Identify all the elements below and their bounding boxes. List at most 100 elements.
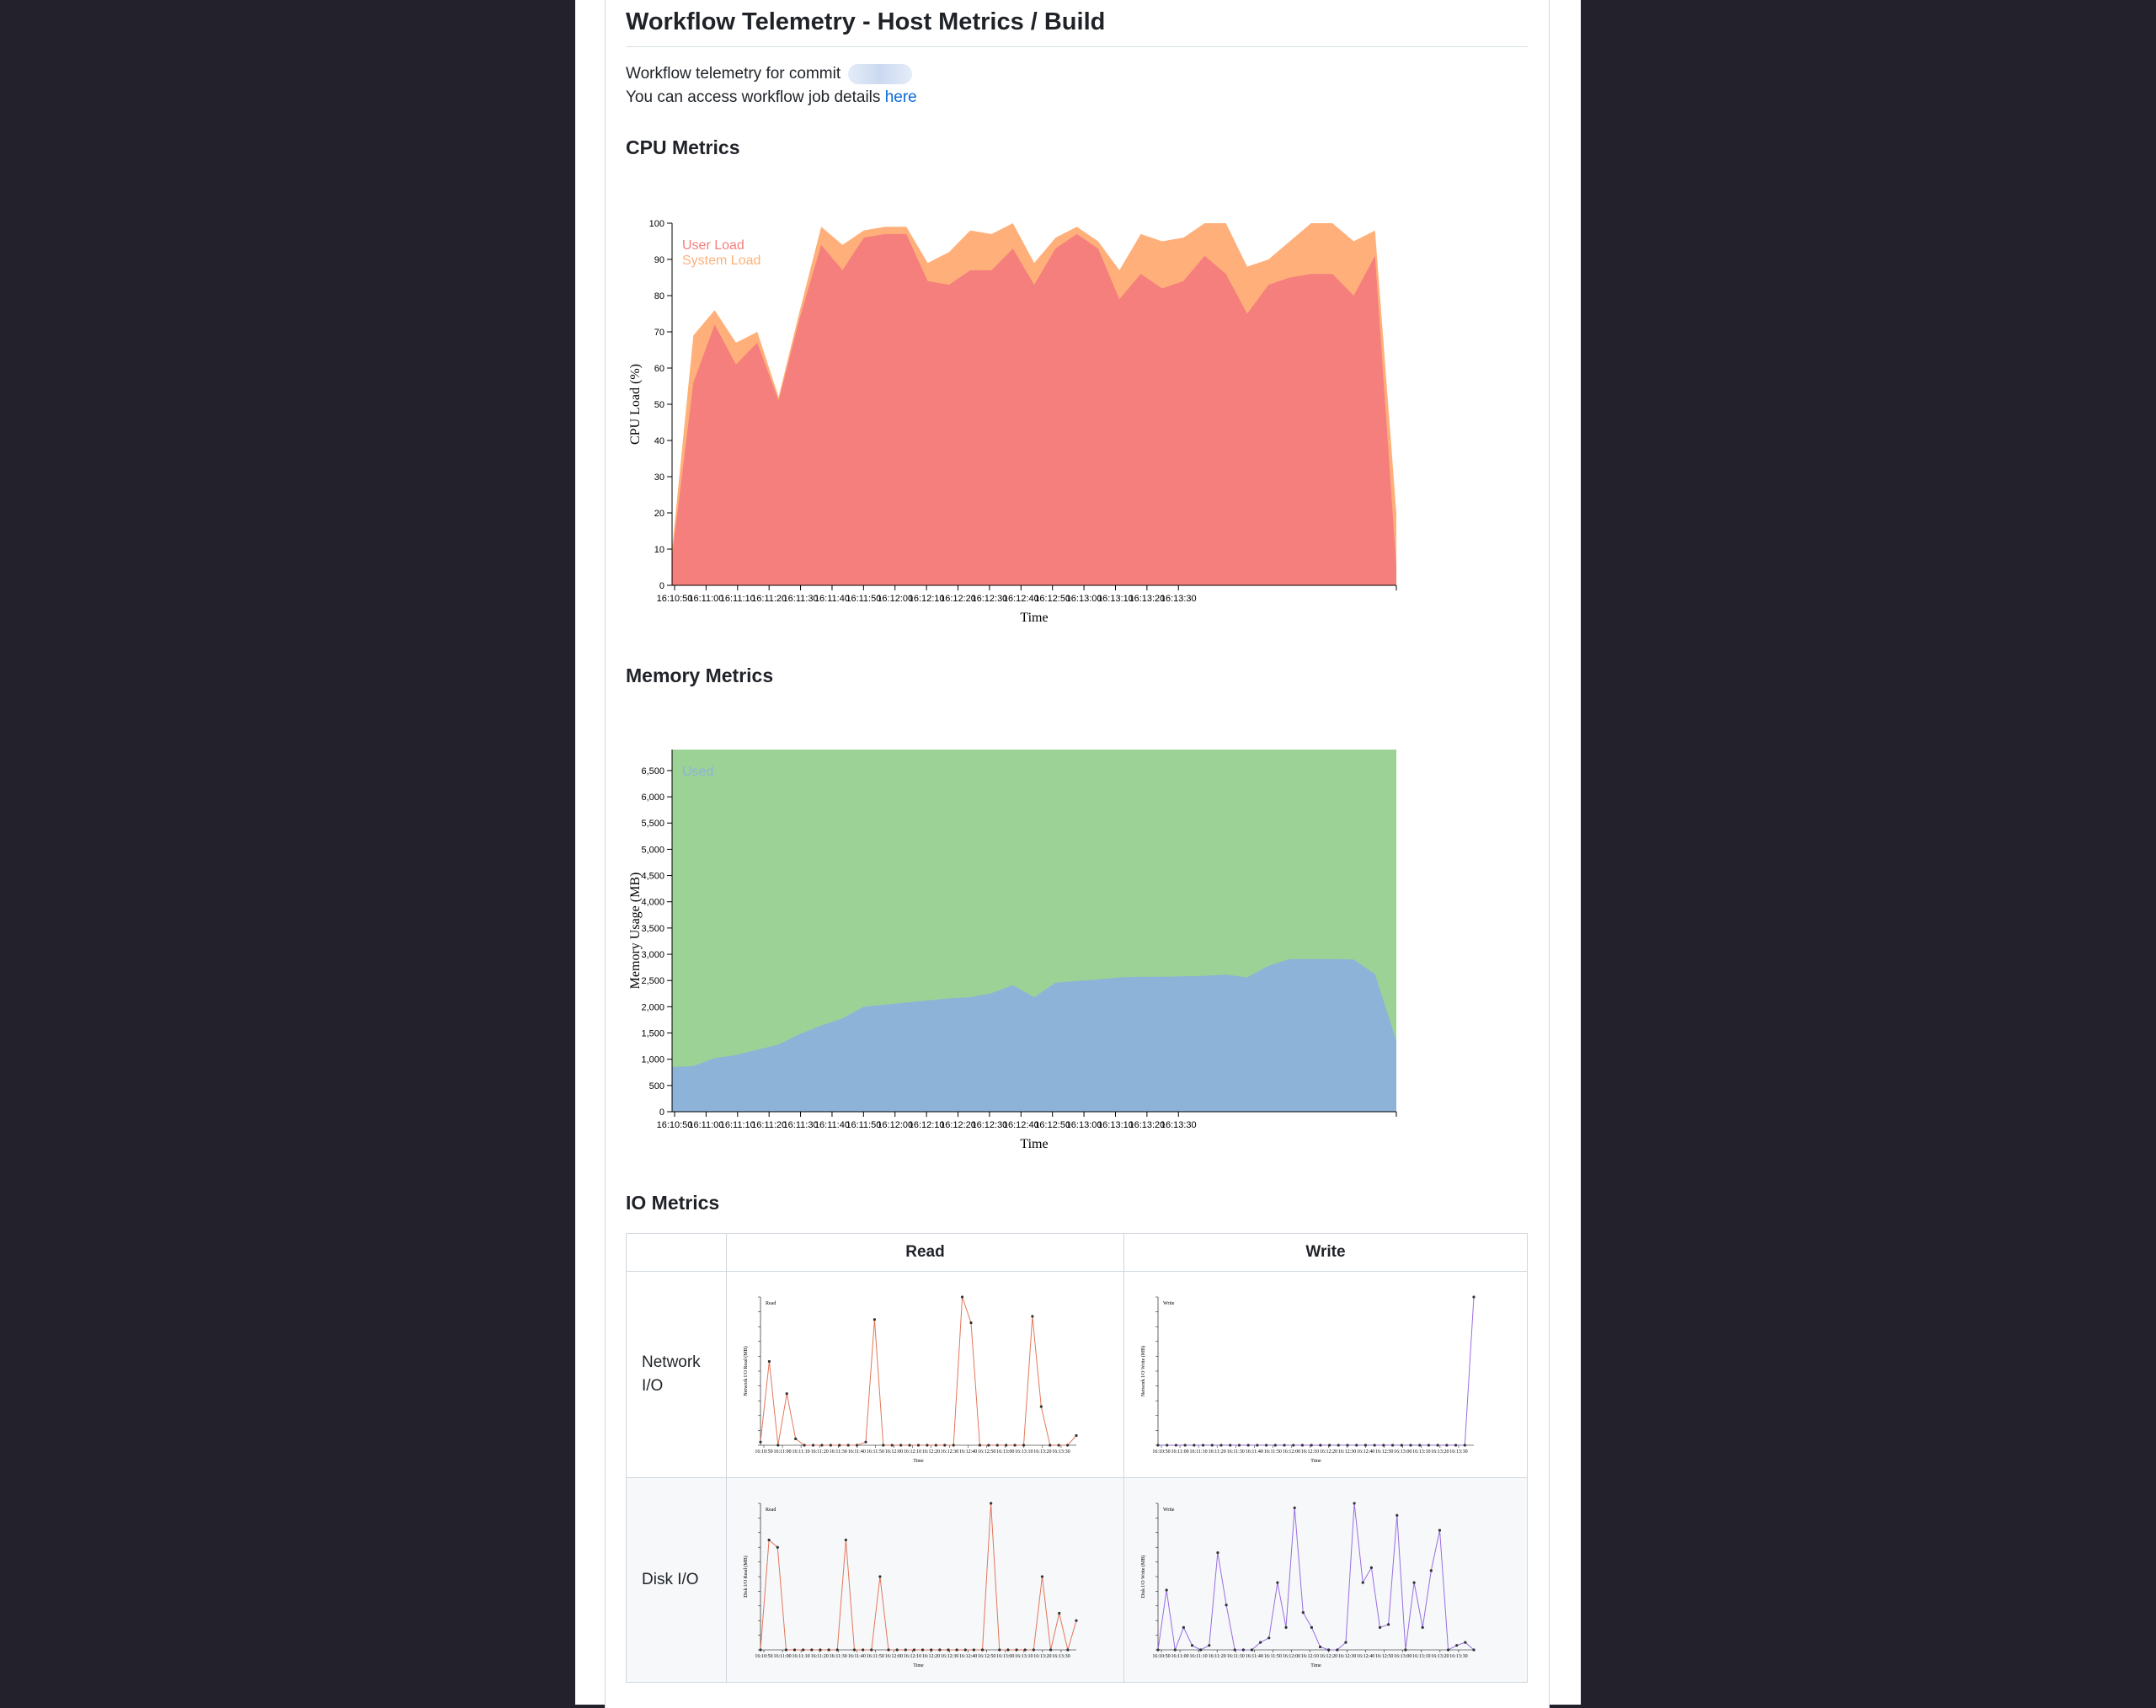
mini-data-point bbox=[1166, 1444, 1169, 1447]
mini-data-point bbox=[1293, 1506, 1296, 1509]
mini-data-point bbox=[1273, 1444, 1277, 1447]
mini-data-point bbox=[934, 1444, 937, 1447]
mini-data-point bbox=[1412, 1581, 1416, 1584]
mini-data-point bbox=[1208, 1644, 1211, 1647]
legend-system-load: System Load bbox=[682, 254, 760, 268]
mini-data-point bbox=[904, 1648, 907, 1652]
mini-data-point bbox=[873, 1318, 877, 1321]
cpu-section-title: CPU Metrics bbox=[626, 136, 740, 158]
x-tick-label: 16:10:50 bbox=[657, 1120, 693, 1130]
mini-data-point bbox=[835, 1648, 839, 1652]
mini-data-point bbox=[1267, 1636, 1271, 1640]
io-row-disk: Disk I/O 16:10:50 16:11:00 16:11:10 16:11:2… bbox=[626, 1477, 1528, 1683]
y-axis-title: CPU Load (%) bbox=[628, 364, 643, 445]
mini-data-point bbox=[1156, 1648, 1160, 1652]
mini-x-tick-label: 16:12:10 bbox=[1301, 1449, 1319, 1454]
x-tick-label: 16:13:30 bbox=[1161, 1120, 1197, 1130]
mini-data-point bbox=[1327, 1648, 1331, 1652]
mini-data-point bbox=[1396, 1513, 1399, 1517]
mini-data-point bbox=[1165, 1588, 1168, 1592]
network-read-cell: 16:10:50 16:11:00 16:11:10 16:11:20 16:11:30… bbox=[726, 1271, 1124, 1478]
mini-x-tick-label: 16:12:50 bbox=[1375, 1449, 1393, 1454]
x-tick-label: 16:13:30 bbox=[1161, 594, 1197, 604]
mini-data-point bbox=[1446, 1648, 1450, 1652]
mini-data-point bbox=[776, 1545, 779, 1549]
x-tick-label: 16:13:20 bbox=[1129, 594, 1165, 604]
memory-section-title: Memory Metrics bbox=[626, 665, 774, 686]
mini-x-tick-label: 16:11:00 bbox=[1171, 1449, 1188, 1454]
mini-x-tick-label: 16:12:50 bbox=[978, 1449, 995, 1454]
mini-x-tick-label: 16:12:30 bbox=[1338, 1654, 1356, 1659]
mini-data-point bbox=[1216, 1551, 1219, 1555]
io-header-write: Write bbox=[1123, 1233, 1528, 1272]
mini-data-point bbox=[784, 1648, 788, 1652]
intro-line-commit: Workflow telemetry for commit bbox=[626, 62, 917, 86]
mini-data-point bbox=[846, 1444, 850, 1447]
mini-data-point bbox=[963, 1648, 967, 1652]
mini-data-point bbox=[987, 1444, 990, 1447]
x-tick-label: 16:12:40 bbox=[1003, 1120, 1039, 1130]
mini-data-point bbox=[1049, 1444, 1052, 1447]
x-tick-label: 16:11:00 bbox=[688, 594, 723, 604]
network-io-label: Network I/O bbox=[626, 1271, 727, 1478]
commit-sha-redacted[interactable] bbox=[848, 63, 913, 84]
mini-x-tick-label: 16:11:20 bbox=[1209, 1449, 1226, 1454]
mini-data-point bbox=[1219, 1444, 1223, 1447]
mini-legend: Read bbox=[766, 1508, 776, 1513]
y-tick-label: 5,500 bbox=[641, 819, 664, 829]
mini-data-point bbox=[1246, 1444, 1250, 1447]
x-tick-label: 16:11:50 bbox=[846, 594, 881, 604]
x-tick-label: 16:13:10 bbox=[1097, 594, 1134, 604]
mini-data-point bbox=[1369, 1566, 1373, 1569]
mini-x-tick-label: 16:12:40 bbox=[1357, 1654, 1374, 1659]
mini-y-axis-title: Disk I/O Write (MB) bbox=[1140, 1556, 1146, 1598]
mini-data-point bbox=[855, 1444, 859, 1447]
x-tick-label: 16:12:30 bbox=[971, 594, 1007, 604]
mini-data-point bbox=[1463, 1444, 1466, 1447]
mini-series-line bbox=[1157, 1503, 1475, 1652]
mini-data-point bbox=[794, 1437, 798, 1440]
mini-data-point bbox=[870, 1648, 873, 1652]
mini-data-point bbox=[1013, 1444, 1017, 1447]
mini-data-point bbox=[1472, 1295, 1476, 1299]
mini-x-tick-label: 16:12:40 bbox=[1357, 1449, 1374, 1454]
x-tick-label: 16:13:20 bbox=[1129, 1120, 1165, 1130]
mini-x-tick-label: 16:12:20 bbox=[922, 1449, 940, 1454]
mini-data-point bbox=[1455, 1644, 1459, 1647]
mini-x-tick-label: 16:12:00 bbox=[885, 1654, 903, 1659]
mini-x-tick-label: 16:12:20 bbox=[1320, 1449, 1337, 1454]
job-details-link[interactable]: here bbox=[884, 88, 917, 106]
mini-data-point bbox=[1327, 1444, 1331, 1447]
mini-data-point bbox=[862, 1648, 865, 1652]
intro-line-details: You can access workflow job details here bbox=[626, 86, 917, 109]
x-tick-label: 16:11:10 bbox=[720, 594, 755, 604]
mini-data-point bbox=[767, 1359, 771, 1364]
x-tick-label: 16:12:50 bbox=[1034, 594, 1070, 604]
mini-x-tick-label: 16:12:10 bbox=[904, 1654, 921, 1659]
mini-data-point bbox=[1361, 1581, 1364, 1584]
mini-data-point bbox=[1075, 1619, 1078, 1622]
x-tick-label: 16:12:50 bbox=[1034, 1120, 1070, 1130]
mini-x-tick-label: 16:13:00 bbox=[996, 1654, 1014, 1659]
mini-x-axis-title: Time bbox=[913, 1459, 924, 1464]
mini-x-tick-label: 16:13:20 bbox=[1033, 1654, 1051, 1659]
mini-data-point bbox=[1201, 1444, 1205, 1447]
mini-data-point bbox=[912, 1648, 916, 1652]
mini-data-point bbox=[803, 1444, 806, 1447]
x-tick-label: 16:11:40 bbox=[814, 1120, 850, 1130]
mini-x-tick-label: 16:12:40 bbox=[959, 1449, 977, 1454]
mini-x-tick-label: 16:10:50 bbox=[755, 1654, 772, 1659]
mini-data-point bbox=[943, 1444, 947, 1447]
mini-data-point bbox=[890, 1444, 894, 1447]
y-tick-label: 6,000 bbox=[641, 793, 664, 803]
mini-x-tick-label: 16:11:30 bbox=[1227, 1449, 1245, 1454]
mini-y-axis-title: Disk I/O Read (MB) bbox=[743, 1556, 749, 1598]
mini-data-point bbox=[972, 1648, 975, 1652]
mini-data-point bbox=[1310, 1444, 1313, 1447]
io-header-empty bbox=[626, 1233, 727, 1272]
mini-x-tick-label: 16:10:50 bbox=[1152, 1654, 1170, 1659]
y-axis: 0 500 1,000 1,500 2,000 2,500 3,000 3,500 4,000 4… bbox=[641, 750, 673, 1118]
mini-data-point bbox=[995, 1444, 999, 1447]
mini-data-point bbox=[1015, 1648, 1018, 1652]
y-tick-label: 1,500 bbox=[641, 1029, 664, 1039]
